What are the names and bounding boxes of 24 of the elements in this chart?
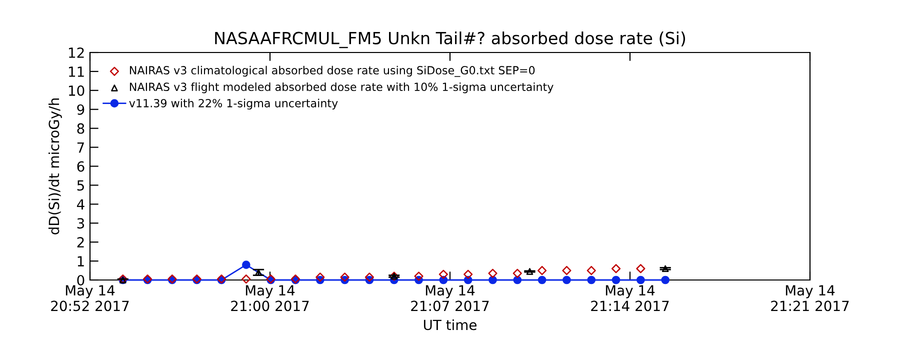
- y-tick-label: 10: [68, 85, 84, 96]
- y-tick-label: 9: [77, 104, 84, 115]
- chart-title: NASAAFRCMUL_FM5 Unkn Tail#? absorbed dose rate (Si): [215, 32, 686, 48]
- y-tick-label: 1: [78, 256, 84, 266]
- y-tick-label: 3: [77, 218, 84, 229]
- x-tick-label: May 14 21:21 2017: [771, 285, 849, 312]
- y-tick-label: 2: [77, 237, 84, 248]
- y-tick-label: 4: [76, 199, 84, 210]
- legend-label: NAIRAS v3 flight modeled absorbed dose rate with 10% 1-sigma uncertainty: [130, 82, 554, 94]
- y-tick-label: 12: [68, 47, 84, 58]
- y-tick-label: 7: [77, 142, 84, 153]
- y-tick-label: 0: [77, 274, 84, 286]
- y-tick-label: 6: [77, 161, 84, 172]
- x-tick-label: May 14 21:14 2017: [591, 285, 669, 312]
- x-tick-label: May 14 20:52 2017: [51, 285, 129, 312]
- y-tick-label: 8: [77, 123, 84, 134]
- legend-label: v11.39 with 22% 1-sigma uncertainty: [129, 98, 338, 110]
- y-tick-label: 11: [68, 66, 84, 77]
- x-tick-label: May 14 21:07 2017: [411, 285, 489, 312]
- x-tick-label: May 14 21:00 2017: [231, 285, 309, 312]
- y-tick-label: 5: [77, 180, 84, 191]
- legend-label: NAIRAS v3 climatological absorbed dose rate using SiDose_G0.txt SEP=0: [130, 66, 535, 77]
- x-axis-title: UT time: [424, 319, 476, 330]
- y-axis-title: dD(Si)/dt microGy/h: [48, 98, 62, 234]
